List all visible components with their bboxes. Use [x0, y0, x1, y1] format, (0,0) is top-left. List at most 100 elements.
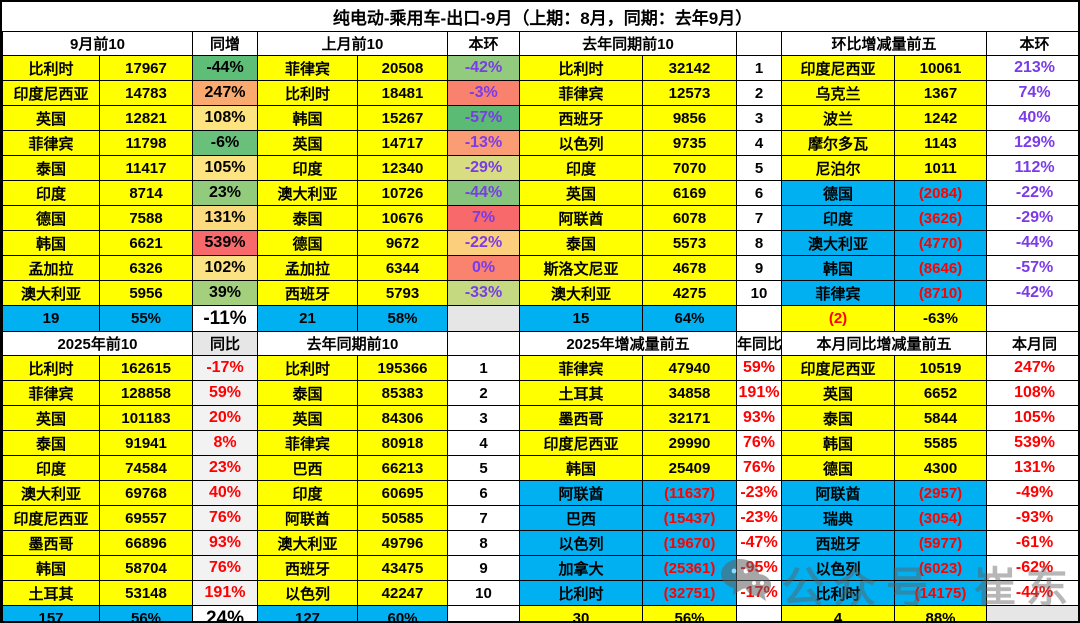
country-cell: 菲律宾 [2, 380, 100, 406]
country-cell: 孟加拉 [2, 255, 100, 281]
country-cell: 印度尼西亚 [781, 355, 895, 381]
value-cell: (6023) [894, 555, 987, 581]
pct-cell: 93% [736, 405, 782, 431]
pct-cell: 23% [192, 180, 258, 206]
country-cell: 泰国 [257, 205, 358, 231]
country-cell: 英国 [2, 105, 100, 131]
country-cell: 印度尼西亚 [781, 55, 895, 81]
table-row: 菲律宾 11798 -6% 英国 14717 -13% 以色列 9735 4 摩尔多瓦 1143 12… [2, 130, 1078, 156]
value-cell: 1143 [894, 130, 987, 156]
country-cell: 比利时 [519, 580, 643, 606]
table-row: 澳大利亚 5956 39% 西班牙 5793 -33% 澳大利亚 4275 10 菲律宾 (8710… [2, 280, 1078, 306]
table-row: 墨西哥 66896 93% 澳大利亚 49796 8 以色列 (19670) -47% 西班牙 (5… [2, 530, 1078, 556]
pct-cell: 247% [192, 80, 258, 106]
country-cell: 泰国 [781, 405, 895, 431]
pct-cell: -47% [736, 530, 782, 556]
value-cell: 18481 [357, 80, 448, 106]
country-cell: 摩尔多瓦 [781, 130, 895, 156]
col-header-month-yoy: 本月同 [985, 331, 1078, 356]
pct-cell: 76% [736, 430, 782, 456]
value-cell: 50585 [357, 505, 448, 531]
country-cell: 印度 [781, 205, 895, 231]
value-cell: 10519 [894, 355, 987, 381]
value-cell: 10726 [357, 180, 448, 206]
summary-cell [736, 305, 782, 332]
rank-cell: 10 [736, 280, 782, 306]
summary-cell: 4 [781, 605, 895, 621]
summary-cell: 127 [257, 605, 358, 621]
value-cell: 9672 [357, 230, 448, 256]
country-cell: 澳大利亚 [781, 230, 895, 256]
rank-cell: 1 [736, 55, 782, 81]
table-row: 印度尼西亚 69557 76% 阿联酋 50585 7 巴西 (15437) -23% 瑞典 (30… [2, 505, 1078, 531]
table-row: 英国 12821 108% 韩国 15267 -57% 西班牙 9856 3 波兰 1242 40% [2, 105, 1078, 131]
country-cell: 以色列 [519, 130, 643, 156]
value-cell: 5844 [894, 405, 987, 431]
table-row: 英国 101183 20% 英国 84306 3 墨西哥 32171 93% 泰国 5844 105% [2, 405, 1078, 431]
country-cell: 印度 [257, 155, 358, 181]
summary-cell: 15 [519, 305, 643, 332]
pct-cell: -95% [736, 555, 782, 581]
value-cell: 4678 [642, 255, 737, 281]
pct-cell: 108% [985, 380, 1078, 406]
value-cell: 85383 [357, 380, 448, 406]
summary-cell: 56% [99, 605, 193, 621]
pct-cell: -29% [985, 205, 1078, 231]
country-cell: 澳大利亚 [2, 280, 100, 306]
table-row: 孟加拉 6326 102% 孟加拉 6344 0% 斯洛文尼亚 4678 9 韩国 (8646) -5… [2, 255, 1078, 281]
pct-cell: 74% [985, 80, 1078, 106]
value-cell: 1242 [894, 105, 987, 131]
value-cell: (15437) [642, 505, 737, 531]
summary-cell: 24% [192, 605, 258, 621]
col-header-mom-pct: 本环 [985, 31, 1078, 56]
country-cell: 韩国 [781, 430, 895, 456]
value-cell: (2084) [894, 180, 987, 206]
pct-cell: -6% [192, 130, 258, 156]
pct-cell: -42% [985, 280, 1078, 306]
value-cell: 53148 [99, 580, 193, 606]
table-row: 比利时 162615 -17% 比利时 195366 1 菲律宾 47940 59% 印度尼西亚 1… [2, 355, 1078, 381]
value-cell: 15267 [357, 105, 448, 131]
value-cell: 34858 [642, 380, 737, 406]
table-row: 泰国 11417 105% 印度 12340 -29% 印度 7070 5 尼泊尔 1011 112% [2, 155, 1078, 181]
country-cell: 比利时 [2, 355, 100, 381]
rank-cell: 4 [447, 430, 520, 456]
value-cell: 91941 [99, 430, 193, 456]
pct-cell: -62% [985, 555, 1078, 581]
pct-cell: -44% [192, 55, 258, 81]
value-cell: 6169 [642, 180, 737, 206]
value-cell: 5585 [894, 430, 987, 456]
monthly-summary: 19 55% -11% 21 58% 15 64% (2) -63% [2, 305, 1078, 332]
summary-cell: 88% [894, 605, 987, 621]
country-cell: 阿联酋 [519, 480, 643, 506]
pct-cell: -61% [985, 530, 1078, 556]
pct-cell: -93% [985, 505, 1078, 531]
country-cell: 泰国 [2, 430, 100, 456]
country-cell: 泰国 [2, 155, 100, 181]
col-header-rank-2 [447, 331, 520, 356]
table-row: 韩国 58704 76% 西班牙 43475 9 加拿大 (25361) -95% 以色列 (602… [2, 555, 1078, 581]
country-cell: 加拿大 [519, 555, 643, 581]
value-cell: 66213 [357, 455, 448, 481]
country-cell: 阿联酋 [781, 480, 895, 506]
value-cell: (14175) [894, 580, 987, 606]
country-cell: 西班牙 [519, 105, 643, 131]
rank-cell: 2 [736, 80, 782, 106]
country-cell: 德国 [781, 455, 895, 481]
value-cell: 7070 [642, 155, 737, 181]
summary-cell: -11% [192, 305, 258, 332]
rank-cell: 9 [736, 255, 782, 281]
value-cell: 10061 [894, 55, 987, 81]
pct-cell: 8% [192, 430, 258, 456]
value-cell: 43475 [357, 555, 448, 581]
value-cell: 12340 [357, 155, 448, 181]
pct-cell: 20% [192, 405, 258, 431]
country-cell: 德国 [2, 205, 100, 231]
monthly-header-row: 9月前10 同增 上月前10 本环 去年同期前10 环比增减量前五 本环 [2, 31, 1078, 56]
pct-cell: -3% [447, 80, 520, 106]
value-cell: 11798 [99, 130, 193, 156]
col-header-last-year-top10: 去年同期前10 [519, 31, 737, 56]
pct-cell: 23% [192, 455, 258, 481]
col-header-2025-top10: 2025年前10 [2, 331, 193, 356]
pct-cell: 105% [985, 405, 1078, 431]
